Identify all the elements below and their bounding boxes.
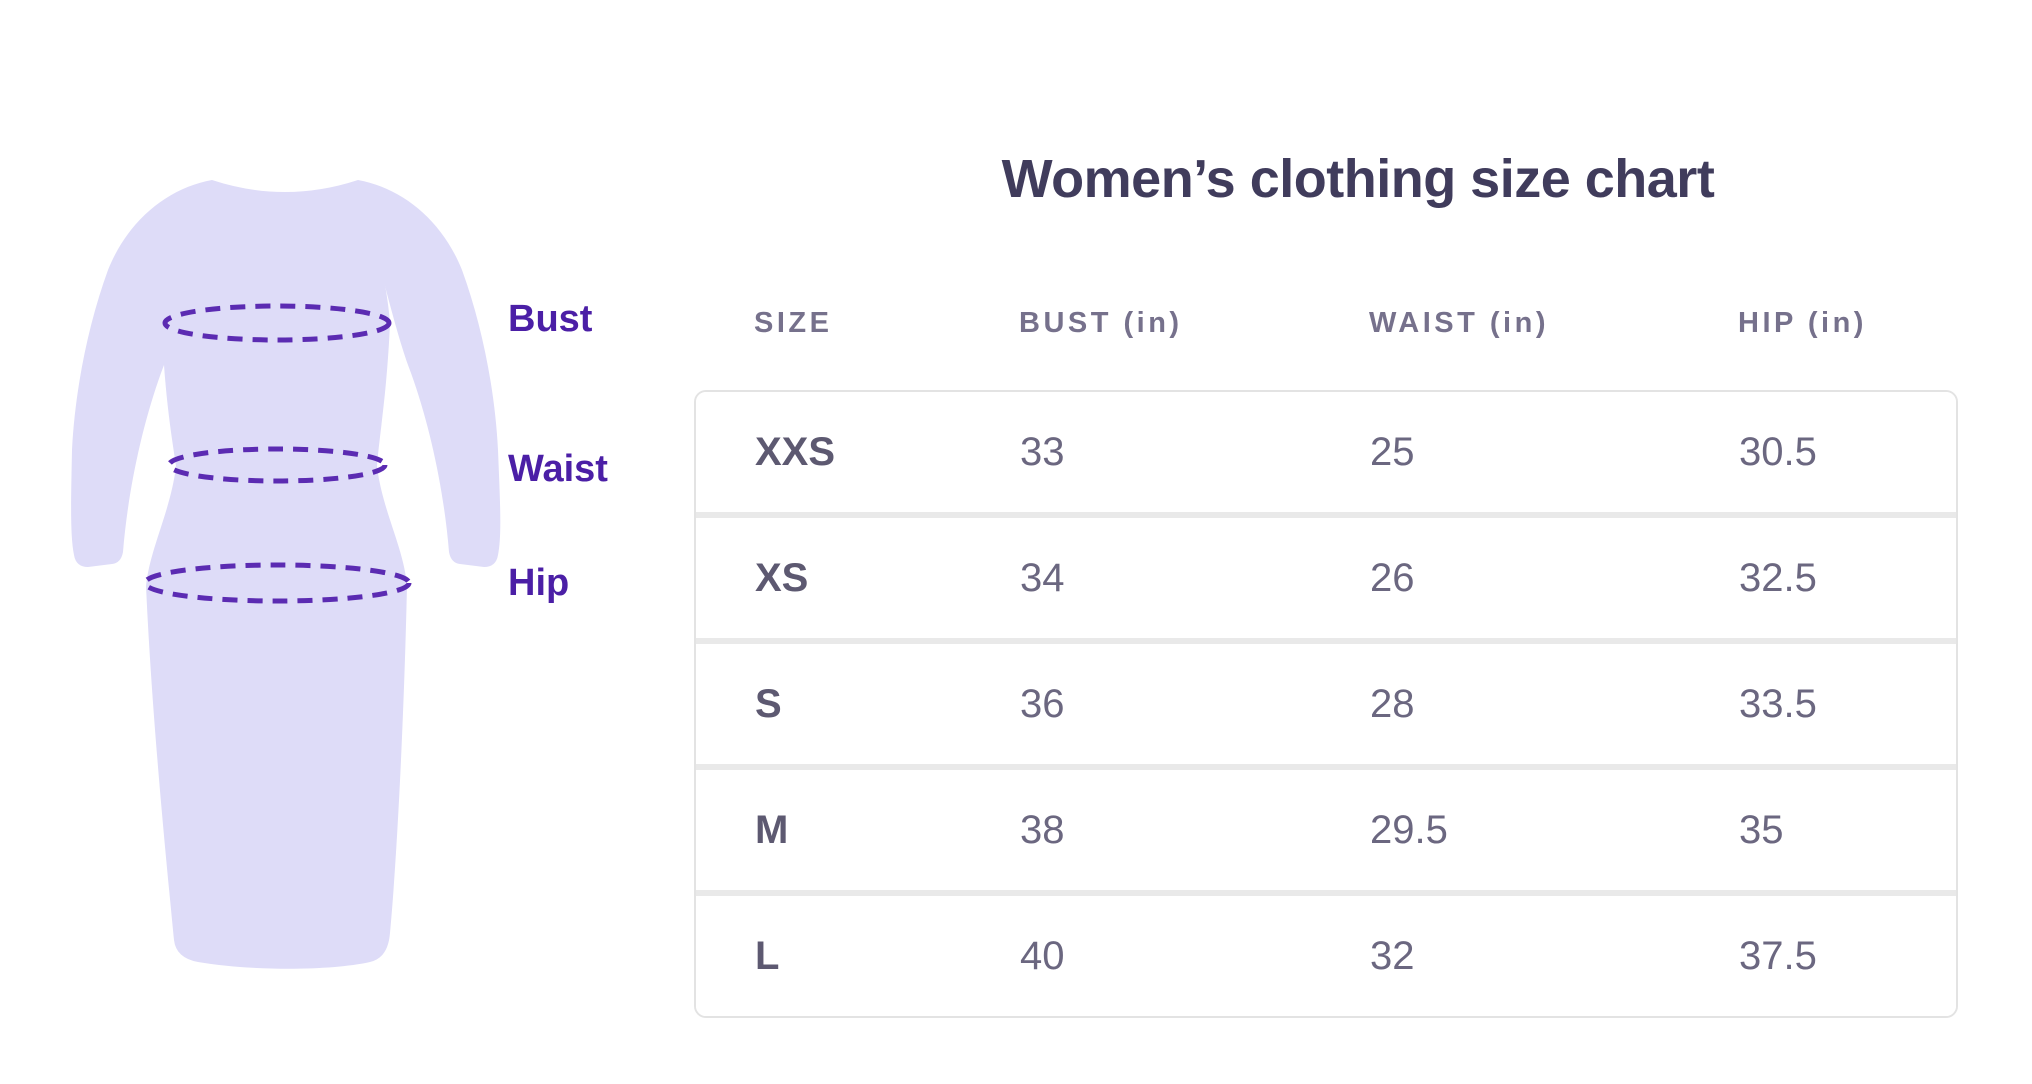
waist-measure-line: [166, 446, 388, 484]
dress-left-sleeve: [71, 180, 218, 567]
bust-measure-line: [162, 303, 392, 343]
hip-cell: 30.5: [1739, 429, 1817, 474]
dress-body-shape: [146, 180, 407, 969]
bust-cell: 40: [1020, 933, 1065, 978]
size-cell: XXS: [755, 429, 836, 474]
waist-cell: 28: [1370, 681, 1415, 726]
table-row-xs: XS 34 26 32.5: [696, 518, 1956, 638]
size-cell: XS: [755, 555, 809, 600]
hip-label: Hip: [508, 562, 570, 604]
dress-right-sleeve: [354, 180, 501, 567]
table-row-s: S 36 28 33.5: [696, 644, 1956, 764]
dress-svg: [71, 180, 501, 969]
hip-cell: 32.5: [1739, 555, 1817, 600]
waist-label: Waist: [508, 448, 608, 490]
bust-cell: 38: [1020, 807, 1065, 852]
size-table: XXS 33 25 30.5 XS 34 26 32.5 S 36 28 33.…: [694, 390, 1958, 1018]
table-row-xxs: XXS 33 25 30.5: [696, 392, 1956, 512]
page-title: Women’s clothing size chart: [1001, 149, 1715, 209]
bust-cell: 33: [1020, 429, 1065, 474]
size-cell: L: [755, 933, 780, 978]
bust-cell: 36: [1020, 681, 1065, 726]
row-separator: [696, 890, 1956, 896]
size-cell: S: [755, 681, 782, 726]
column-header-size: SIZE: [754, 306, 833, 339]
bust-cell: 34: [1020, 555, 1065, 600]
waist-cell: 25: [1370, 429, 1415, 474]
size-cell: M: [755, 807, 789, 852]
bust-label: Bust: [508, 298, 593, 340]
table-header-row: SIZE BUST (in) WAIST (in) HIP (in): [695, 300, 2020, 346]
row-separator: [696, 638, 1956, 644]
hip-cell: 33.5: [1739, 681, 1817, 726]
column-header-hip: HIP (in): [1738, 306, 1867, 339]
hip-measure-line: [142, 562, 412, 604]
waist-cell: 32: [1370, 933, 1415, 978]
column-header-waist: WAIST (in): [1369, 306, 1549, 339]
column-header-bust: BUST (in): [1019, 306, 1183, 339]
dress-illustration: [70, 158, 530, 978]
hip-cell: 35: [1739, 807, 1784, 852]
table-row-l: L 40 32 37.5: [696, 896, 1956, 1016]
row-separator: [696, 764, 1956, 770]
waist-cell: 29.5: [1370, 807, 1448, 852]
table-row-m: M 38 29.5 35: [696, 770, 1956, 890]
row-separator: [696, 512, 1956, 518]
hip-cell: 37.5: [1739, 933, 1817, 978]
waist-cell: 26: [1370, 555, 1415, 600]
